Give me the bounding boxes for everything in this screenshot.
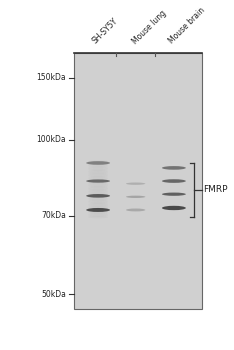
Ellipse shape (162, 179, 186, 183)
Ellipse shape (162, 166, 186, 170)
Ellipse shape (86, 161, 110, 165)
Ellipse shape (126, 209, 145, 211)
Ellipse shape (126, 182, 145, 185)
Text: SH-SY5Y: SH-SY5Y (91, 16, 120, 46)
Ellipse shape (86, 194, 110, 198)
Ellipse shape (86, 180, 110, 183)
Ellipse shape (162, 193, 186, 196)
Text: Mouse lung: Mouse lung (130, 8, 168, 46)
Text: Mouse brain: Mouse brain (167, 6, 207, 46)
Text: FMRP: FMRP (203, 185, 227, 194)
Text: 50kDa: 50kDa (41, 290, 66, 299)
Ellipse shape (162, 206, 186, 210)
Text: 70kDa: 70kDa (41, 211, 66, 220)
Ellipse shape (126, 196, 145, 198)
Text: 150kDa: 150kDa (37, 73, 66, 82)
FancyBboxPatch shape (74, 53, 202, 309)
Ellipse shape (86, 208, 110, 212)
Text: 100kDa: 100kDa (37, 135, 66, 145)
